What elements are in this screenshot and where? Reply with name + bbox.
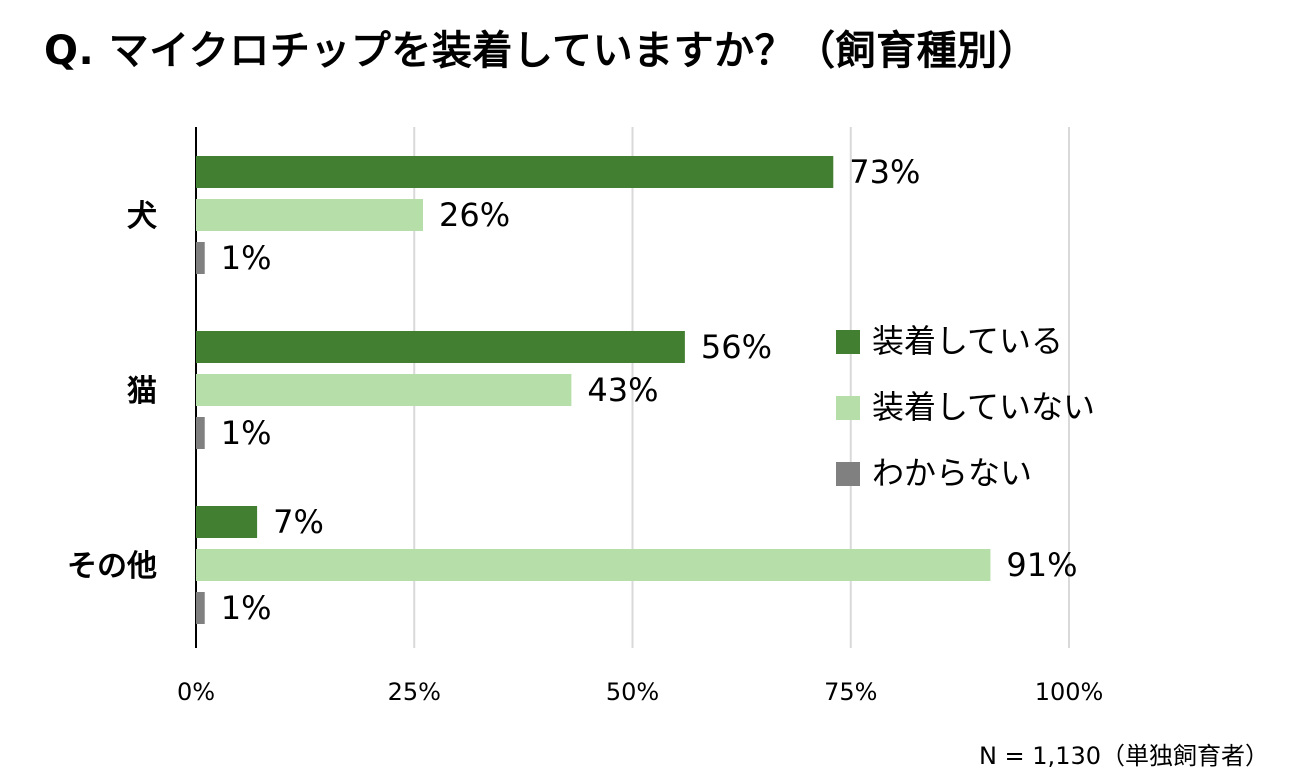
bar	[196, 592, 205, 624]
legend-swatch	[836, 330, 860, 354]
bar	[196, 374, 572, 406]
x-tick-label: 75%	[824, 678, 877, 706]
legend-label: わからない	[872, 454, 1032, 492]
legend-swatch	[836, 462, 860, 486]
category-label: 犬	[127, 199, 157, 234]
category-label: その他	[67, 549, 157, 584]
data-label: 73%	[849, 153, 920, 191]
bar	[196, 549, 991, 581]
x-tick-label: 50%	[606, 678, 659, 706]
bar	[196, 417, 205, 449]
legend-swatch	[836, 396, 860, 420]
x-tick-label: 0%	[177, 678, 215, 706]
data-label: 1%	[221, 414, 272, 452]
data-label: 1%	[221, 589, 272, 627]
data-label: 7%	[273, 503, 324, 541]
bar	[196, 506, 258, 538]
data-label: 1%	[221, 239, 272, 277]
chart-title: Q. マイクロチップを装着していますか？（飼育種別）	[44, 28, 1039, 74]
bar	[196, 242, 205, 274]
data-label: 43%	[587, 371, 658, 409]
x-tick-label: 100%	[1035, 678, 1104, 706]
x-tick-label: 25%	[388, 678, 441, 706]
data-label: 91%	[1006, 546, 1077, 584]
legend-label: 装着している	[872, 322, 1063, 360]
bar	[196, 199, 423, 231]
bar	[196, 331, 685, 363]
sample-size-note: N = 1,130（単独飼育者）	[978, 742, 1269, 770]
category-label: 猫	[127, 374, 157, 409]
data-label: 56%	[701, 328, 772, 366]
data-label: 26%	[439, 196, 510, 234]
legend-label: 装着していない	[872, 388, 1095, 426]
bar	[196, 156, 834, 188]
